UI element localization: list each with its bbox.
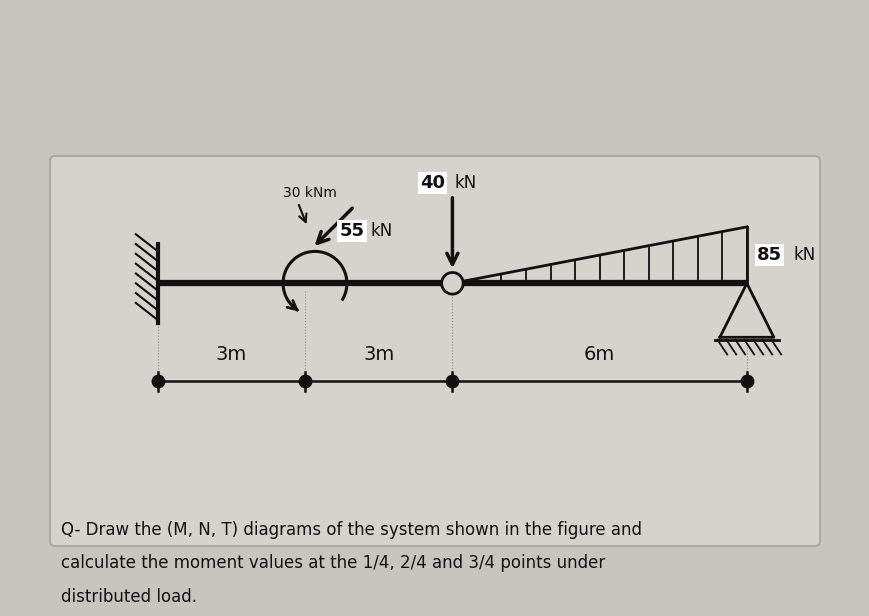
Text: 40: 40 [420, 174, 445, 192]
Text: 30 kNm: 30 kNm [282, 185, 336, 200]
Text: 6m: 6m [583, 346, 614, 364]
Text: kN: kN [454, 174, 476, 192]
Text: Q- Draw the (M, N, T) diagrams of the system shown in the figure and: Q- Draw the (M, N, T) diagrams of the sy… [61, 521, 641, 538]
Text: 3m: 3m [362, 346, 394, 364]
FancyBboxPatch shape [50, 156, 819, 546]
Polygon shape [719, 283, 773, 338]
Text: calculate the moment values at the 1/4, 2/4 and 3/4 points under: calculate the moment values at the 1/4, … [61, 554, 605, 572]
Text: kN: kN [793, 246, 815, 264]
Text: 3m: 3m [216, 346, 247, 364]
Circle shape [441, 272, 462, 294]
Text: kN: kN [370, 222, 392, 240]
Text: 55: 55 [339, 222, 364, 240]
Text: distributed load.: distributed load. [61, 588, 196, 606]
Text: 85: 85 [756, 246, 781, 264]
